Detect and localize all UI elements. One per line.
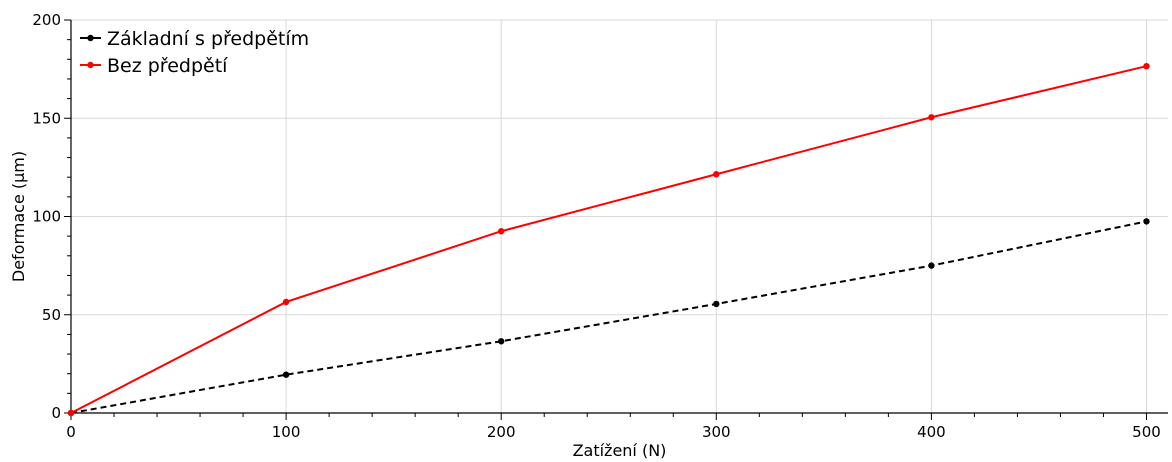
data-point: [928, 262, 935, 269]
data-point: [497, 228, 505, 235]
y-axis-label: Deformace (µm): [9, 151, 28, 282]
y-tick-label: 50: [42, 306, 61, 324]
data-point: [282, 298, 290, 306]
data-point: [713, 300, 720, 308]
series-line: [70, 220, 1147, 414]
series-layer: [67, 62, 1150, 417]
y-tick-label: 0: [51, 404, 61, 422]
series-1: [67, 218, 1150, 417]
y-tick-label: 200: [32, 11, 61, 29]
data-point: [67, 409, 75, 417]
y-tick-label: 150: [32, 109, 61, 127]
x-tick-label: 400: [917, 423, 946, 441]
legend-item-1: Základní s předpětím: [80, 28, 309, 50]
data-point: [713, 171, 720, 178]
legend-item-2: Bez předpětí: [80, 55, 228, 77]
x-tick-label: 500: [1132, 423, 1161, 441]
x-tick-label: 200: [487, 423, 516, 441]
grid: [71, 19, 1168, 413]
legend-label: Základní s předpětím: [107, 28, 309, 50]
data-point: [1143, 62, 1150, 70]
x-tick-label: 0: [66, 423, 76, 441]
legend-swatch-marker: [87, 61, 94, 69]
x-tick-label: 100: [272, 423, 301, 441]
y-tick-label: 100: [32, 208, 61, 226]
data-point: [282, 371, 290, 378]
data-point: [928, 114, 935, 121]
x-tick-label: 300: [702, 423, 731, 441]
data-point: [497, 338, 505, 345]
x-axis-label: Zatížení (N): [573, 441, 667, 460]
data-point: [1143, 218, 1150, 225]
series-2: [67, 62, 1150, 417]
legend-swatch-marker: [87, 34, 94, 42]
legend: Základní s předpětím Bez předpětí: [80, 28, 309, 77]
axes: 0 100 200 300 400 500 0 50 100 150 200: [32, 11, 1168, 441]
legend-label: Bez předpětí: [107, 55, 228, 77]
series-line: [70, 65, 1147, 414]
